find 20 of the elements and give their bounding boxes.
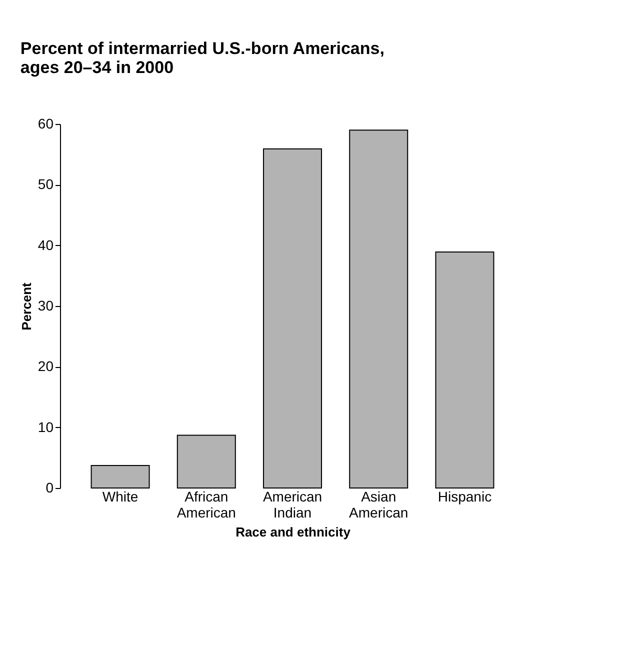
- x-axis-title: Race and ethnicity: [236, 524, 352, 540]
- x-tick-label: White: [102, 488, 138, 504]
- y-axis-title: Percent: [18, 282, 34, 330]
- bar: [90, 465, 150, 488]
- x-tick-label: African American: [176, 488, 236, 520]
- bar: [176, 434, 236, 488]
- bar: [263, 148, 322, 488]
- x-tick-label: American Indian: [262, 488, 322, 520]
- y-tick-label: 20: [38, 358, 54, 374]
- y-tick-label: 60: [38, 116, 54, 132]
- x-tick-label: Hispanic: [438, 488, 492, 504]
- y-tick-label: 50: [38, 176, 54, 192]
- y-tick-label: 30: [38, 298, 54, 314]
- y-tick-label: 10: [38, 418, 54, 435]
- bar: [435, 252, 494, 488]
- bar: [349, 130, 408, 488]
- x-tick-label: Asian American: [349, 488, 408, 520]
- chart-title: Percent of intermarried U.S.-born Americans, ages 20–34 in 2000: [20, 39, 384, 77]
- y-tick-label: 0: [46, 480, 54, 496]
- y-tick-label: 40: [38, 236, 54, 253]
